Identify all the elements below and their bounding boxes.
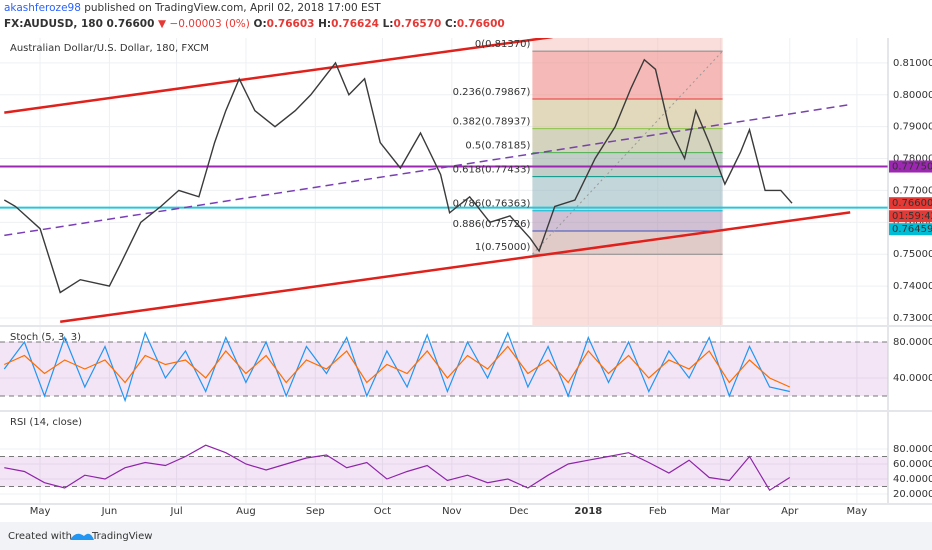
x-tick-label: Feb [649, 506, 667, 517]
x-tick-label: May [30, 506, 51, 517]
created-with: Created with [8, 531, 72, 542]
fib-trend [532, 50, 723, 255]
price-tag [889, 197, 932, 210]
y-tick-label: 0.73000 [893, 313, 932, 324]
fib-band [532, 176, 723, 211]
publish-line: akashferoze98 published on TradingView.c… [4, 2, 381, 14]
fib-band [532, 210, 723, 232]
fib-label: 1(0.75000) [475, 242, 531, 253]
y-tick-label: 0.80000 [893, 90, 932, 101]
price-tag-label: 0.76459 [892, 224, 932, 235]
band [0, 342, 888, 396]
published: published on TradingView.com, April 02, … [84, 2, 381, 14]
price-tag-label: 0.76600 [892, 198, 932, 209]
price-tag [889, 223, 932, 236]
ohlc-value: 0.76624 [331, 18, 379, 30]
y-tick-label: 60.0000 [893, 459, 932, 470]
trend-line [60, 211, 851, 324]
trend-line [4, 38, 553, 114]
x-tick-label: Dec [509, 506, 528, 517]
logo [70, 533, 94, 540]
fib-label: 0.886(0.75726) [453, 219, 531, 230]
ohlc-value: 0.76603 [267, 18, 315, 30]
symbol: FX:AUDUSD, 180 [4, 18, 103, 30]
y-tick-label: 0.81000 [893, 58, 932, 69]
x-tick-label: May [847, 506, 868, 517]
y-tick-label: 0.79000 [893, 122, 932, 133]
fib-band [532, 99, 723, 129]
x-tick-label: Jun [101, 506, 118, 517]
price-tag [889, 160, 932, 173]
y-tick-label: 20.0000 [893, 489, 932, 500]
fib-band [532, 51, 723, 100]
panel [0, 327, 888, 410]
last: 0.76600 [107, 18, 155, 30]
price-tag [889, 210, 932, 223]
x-tick-label: 2018 [574, 506, 602, 517]
panel-title: Stoch (5, 3, 3) [10, 332, 81, 343]
author[interactable]: akashferoze98 [4, 2, 81, 14]
panel [0, 38, 888, 325]
ohlc-key: H: [318, 18, 331, 30]
x-tick-label: Jul [170, 506, 183, 517]
fib-label: 0.5(0.78185) [465, 141, 530, 152]
y-tick-label: 80.0000 [893, 337, 932, 348]
y-tick-label: 0.78000 [893, 154, 932, 165]
band [0, 456, 888, 487]
indicator-line [4, 345, 791, 388]
y-tick-label: 0.75000 [893, 249, 932, 260]
y-tick-label: 0.74000 [893, 281, 932, 292]
y-tick-label: 40.0000 [893, 373, 932, 384]
x-tick-label: Oct [374, 506, 391, 517]
y-tick-label: 80.0000 [893, 444, 932, 455]
x-tick-label: Mar [711, 506, 731, 517]
fib-label: 0.382(0.78937) [453, 117, 531, 128]
ohlc-value: 0.76570 [394, 18, 442, 30]
change: ▼ −0.00003 (0%) [158, 18, 250, 30]
x-tick-label: Nov [442, 506, 462, 517]
ohlc-value: 0.76600 [457, 18, 505, 30]
price-tag-label: 0.77750 [892, 162, 932, 173]
panel-title: RSI (14, close) [10, 417, 82, 428]
ohlc: O:0.76603 H:0.76624 L:0.76570 C:0.76600 [250, 18, 505, 30]
date-range [532, 38, 723, 325]
fib-label: 0.618(0.77433) [453, 165, 531, 176]
panel [0, 412, 888, 503]
fib-band [532, 128, 723, 153]
brand[interactable]: TradingView [91, 531, 152, 542]
fib-label: 0.236(0.79867) [453, 87, 531, 98]
x-tick-label: Apr [781, 506, 799, 517]
indicator-line [4, 444, 791, 492]
ohlc-key: L: [383, 18, 394, 30]
x-tick-label: Sep [306, 506, 325, 517]
price-line [3, 58, 793, 294]
fib-label: 0.786(0.76363) [453, 199, 531, 210]
quote-line: FX:AUDUSD, 180 0.76600 ▼ −0.00003 (0%) O… [4, 18, 505, 30]
y-tick-label: 40.0000 [893, 474, 932, 485]
y-tick-label: 0.76000 [893, 217, 932, 228]
price-tag-label: 01:59:42 [892, 211, 932, 222]
footer-bar [0, 522, 932, 550]
fib-label: 0(0.81370) [475, 39, 531, 50]
y-tick-label: 0.77000 [893, 185, 932, 196]
x-tick-label: Aug [236, 506, 256, 517]
panel-title: Australian Dollar/U.S. Dollar, 180, FXCM [10, 43, 209, 54]
ohlc-key: C: [445, 18, 457, 30]
ohlc-key: O: [254, 18, 267, 30]
fib-band [532, 152, 723, 177]
